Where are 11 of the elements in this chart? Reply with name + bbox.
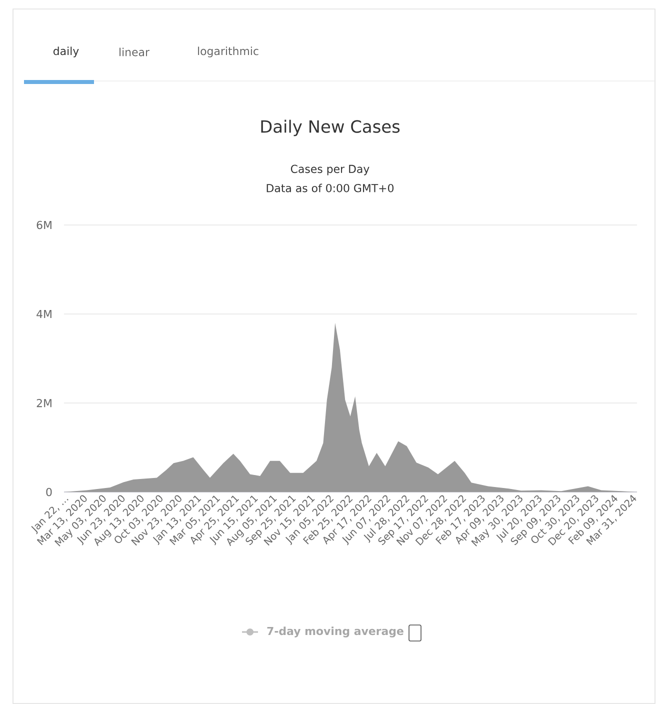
y-tick-label: 6M	[36, 220, 52, 230]
y-tick-label: 0	[46, 488, 52, 496]
y-tick-label: 4M	[36, 310, 52, 318]
text: Data as of 0:00 GMT+0	[266, 184, 394, 192]
y-tick-label: 2M	[36, 398, 52, 408]
text: linear	[120, 48, 150, 56]
chart-subtitle: Cases per Day	[290, 164, 370, 176]
text: logarithmic	[198, 46, 258, 58]
chart-title: Daily New Cases	[261, 120, 400, 136]
text: 7-day moving average	[267, 626, 404, 638]
text: daily	[53, 46, 79, 58]
